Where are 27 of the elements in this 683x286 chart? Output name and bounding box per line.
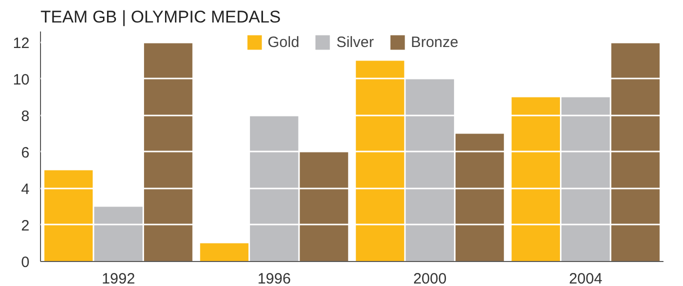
y-tick-label: 8 (21, 108, 30, 125)
bar (94, 206, 143, 262)
y-tick-label: 0 (21, 254, 30, 271)
legend-label: Gold (268, 34, 300, 50)
x-tick-label: 2004 (568, 270, 602, 286)
bar (611, 42, 660, 262)
x-tick-label: 1996 (257, 270, 291, 286)
chart-title: TEAM GB | OLYMPIC MEDALS (40, 8, 281, 26)
x-tick-label: 2000 (413, 270, 447, 286)
y-tick-label: 10 (12, 71, 30, 88)
legend-label: Silver (336, 34, 374, 50)
bar (144, 42, 192, 262)
bar (512, 97, 560, 262)
bar (456, 134, 504, 262)
y-tick-label: 2 (21, 217, 30, 234)
y-tick-label: 4 (21, 180, 30, 198)
bar (356, 60, 404, 262)
x-tick-label: 1992 (102, 270, 136, 286)
y-tick-label: 6 (21, 144, 30, 162)
bar (250, 115, 298, 262)
y-tick-label: 12 (12, 34, 30, 52)
bar (561, 97, 610, 262)
bar (300, 152, 348, 262)
bar (406, 78, 454, 262)
bar (44, 170, 93, 262)
legend-label: Bronze (410, 34, 458, 50)
bar (200, 243, 248, 262)
